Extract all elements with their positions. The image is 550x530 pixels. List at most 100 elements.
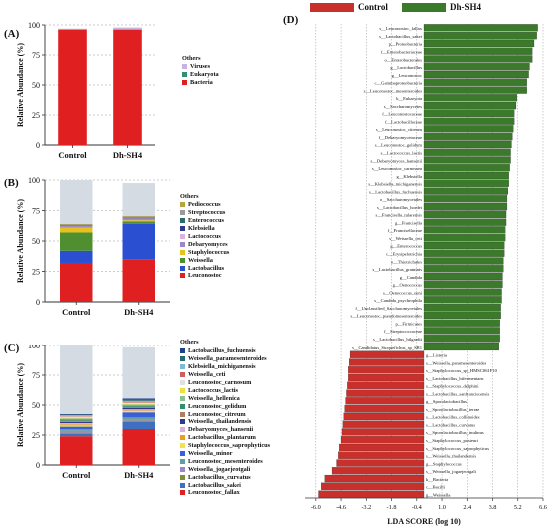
lda-label: s__Candidatus_Stoquefichus_sp_SB1	[352, 345, 423, 350]
bar-segment	[122, 400, 155, 402]
legend-item: Lactobacillus_fuchuensis	[180, 347, 270, 355]
legend-swatch	[180, 364, 185, 370]
lda-label: s__Weissella_ceti	[389, 236, 423, 241]
bar-segment	[122, 221, 155, 224]
legend-item: Viruses	[182, 63, 219, 71]
x-tick-label: -1.8	[387, 504, 397, 511]
bar-segment	[122, 259, 155, 302]
lda-bar	[423, 265, 504, 273]
bar-segment	[113, 29, 142, 145]
y-tick-label: 75	[32, 51, 40, 60]
lda-legend-dhsh4: Dh-SH4	[402, 2, 481, 12]
panel-a-legend: Others Viruses Eukaryota Bacteria	[182, 55, 219, 87]
lda-label: g__Lactobacillus	[390, 65, 422, 70]
bar-segment	[113, 27, 142, 30]
lda-label: s__Leuconostoc_carnosum	[372, 166, 422, 171]
legend-label: Viruses	[190, 63, 211, 71]
x-tick-label: -4.6	[336, 504, 346, 511]
legend-label: Leuconostoc_carnosum	[188, 379, 252, 386]
bar-segment	[122, 412, 155, 417]
bar-segment	[60, 225, 93, 226]
lda-bar	[344, 405, 425, 413]
lda-bar	[423, 125, 514, 133]
bar-segment	[60, 426, 93, 429]
x-tick-label: -0.4	[412, 504, 423, 511]
lda-label: s__Weissella_thailandensis	[426, 454, 476, 459]
bar-segment	[60, 436, 93, 465]
lda-bar	[423, 63, 530, 71]
x-tick-label: 6.6	[539, 504, 547, 511]
lda-bar	[423, 210, 507, 218]
lda-bar	[423, 164, 510, 172]
lda-label: g__Sporolactobacillus	[426, 399, 467, 404]
legend-label: Lactococcus_lactis	[188, 386, 239, 394]
legend-item: Eukaryota	[182, 71, 219, 79]
lda-label: p__Proteobacteria	[389, 42, 422, 47]
x-tick-label: 2.4	[463, 504, 472, 511]
lda-bar	[339, 443, 425, 452]
legend-label: Bacteria	[190, 79, 213, 87]
legend-item: Lactobacillus_plantarum	[180, 434, 270, 442]
bar-segment	[60, 416, 93, 418]
lda-bar	[324, 474, 425, 483]
lda-bar	[423, 234, 506, 242]
legend-label: Lactobacillus_curvatus	[188, 473, 251, 481]
legend-label: Weissella	[188, 256, 213, 264]
legend-swatch	[180, 395, 185, 401]
panel-b-legend: Others Pediococcus Streptococcus Enterococ…	[180, 193, 229, 280]
lda-label: s__Leuconostoc_mesenteroides	[364, 88, 423, 93]
y-tick-label: 75	[32, 207, 40, 216]
lda-label: s__Staphylococcus_sp_HMSC061F10	[426, 368, 498, 373]
panel-a-chart: 0 25 50 75 100 Relative Abundance (%) Control D…	[16, 21, 155, 160]
legend-item: Weissella_minor	[180, 450, 270, 458]
legend-swatch	[180, 372, 185, 378]
lda-bar	[423, 55, 533, 63]
lda-label: g__Listeria	[426, 353, 447, 358]
legend-label: Weissella_minor	[188, 450, 233, 458]
legend-swatch	[180, 356, 185, 362]
lda-bar	[423, 70, 529, 79]
legend-swatch	[180, 380, 185, 385]
bar-segment	[122, 402, 155, 404]
lda-label: s__Lactobacillus_sakei	[379, 34, 423, 39]
legend-title: Others	[182, 55, 201, 62]
x-tick-label: -6.0	[311, 504, 321, 511]
legend-label: Weissella_paramesenteroides	[188, 355, 267, 363]
bar-segment	[122, 409, 155, 411]
bar-segment	[60, 421, 93, 423]
x-tick-label: Control	[62, 470, 91, 480]
panel-b: (B) 0 25 50 75 100 Relative Abundance (%) Cont…	[0, 175, 270, 345]
legend-label: Weissella_thailandensis	[188, 418, 252, 426]
legend-label: Weissella_ceti	[188, 371, 226, 379]
legend-item: Leuconostoc_mesenteroides	[180, 457, 270, 465]
x-tick-label: Control	[58, 150, 87, 160]
legend-item: Streptococcus	[180, 209, 229, 217]
bar-segment	[60, 432, 93, 434]
legend-swatch	[182, 72, 187, 78]
lda-label: f__Francisellaceae	[388, 228, 422, 233]
lda-label: s__Oenococcus_oeni	[383, 290, 423, 295]
lda-label: o__Thiotrichales	[391, 259, 422, 264]
lda-label: o__Enterobacterales	[385, 57, 423, 62]
legend-item: Debaryomyces_hansenii	[180, 426, 270, 434]
lda-bar	[423, 24, 538, 32]
legend-label: Weissella_hellenica	[188, 394, 240, 402]
lda-label: s__Leuconostoc_gelidum	[375, 143, 423, 148]
lda-bar	[423, 272, 503, 281]
bar-segment	[60, 224, 93, 226]
lda-label: s__Lactobacillus_bifermentans	[426, 376, 484, 381]
y-tick-label: 25	[32, 111, 40, 120]
legend-item: Lactobacillus_sakei	[180, 481, 270, 489]
panel-a-letter: (A)	[4, 28, 20, 40]
bar-segment	[60, 232, 93, 251]
legend-item: Pediococcus	[180, 201, 229, 209]
legend-title: Others	[180, 339, 199, 346]
y-tick-label: 100	[28, 176, 40, 185]
lda-bar	[423, 117, 515, 125]
lda-bar	[340, 436, 425, 444]
x-tick-label: 1.0	[438, 504, 446, 511]
panel-c: (C) 0 25 50 75 100 Relative Abundance (%) Cont…	[0, 339, 275, 530]
lda-label: g__Weissella	[426, 492, 450, 497]
legend-label: Leuconostoc_gelidum	[188, 402, 247, 410]
lda-bar	[423, 32, 537, 40]
